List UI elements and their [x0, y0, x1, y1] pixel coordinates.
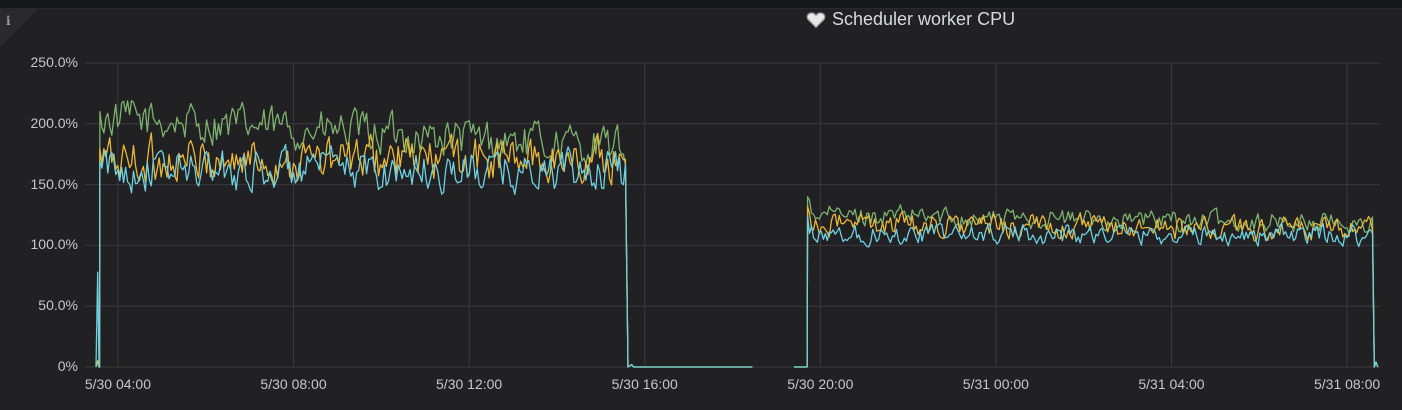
y-tick-label: 250.0%: [30, 54, 78, 70]
y-tick-label: 150.0%: [30, 175, 78, 192]
heart-icon: [806, 11, 826, 28]
series-line-worker-1: [794, 196, 1379, 368]
info-icon[interactable]: i: [6, 14, 11, 28]
x-tick-label: 5/30 12:00: [436, 376, 503, 392]
graph-panel: i: [0, 8, 1402, 410]
series-line-worker-1: [95, 100, 753, 368]
top-strip: [0, 0, 1402, 8]
x-tick-label: 5/30 04:00: [84, 376, 152, 392]
panel-title: Scheduler worker CPU: [832, 9, 1016, 29]
series-line-worker-2: [794, 205, 1379, 368]
x-tick-label: 5/30 08:00: [260, 376, 327, 392]
y-tick-label: 200.0%: [30, 114, 78, 131]
series-line-worker-3: [794, 215, 1379, 368]
chart-series: [95, 100, 1379, 368]
chart-grid: [85, 62, 1380, 368]
x-tick-label: 5/31 04:00: [1138, 376, 1205, 392]
panel-info-corner[interactable]: [0, 9, 38, 47]
y-tick-label: 50.0%: [38, 297, 78, 314]
panel-header[interactable]: Scheduler worker CPU: [806, 9, 1015, 30]
x-tick-label: 5/31 00:00: [962, 376, 1029, 392]
x-tick-label: 5/31 08:00: [1313, 376, 1381, 392]
y-tick-label: 100.0%: [30, 236, 78, 253]
y-tick-label: 0%: [57, 358, 78, 374]
series-line-worker-3: [95, 143, 753, 368]
x-tick-label: 5/30 16:00: [611, 376, 678, 392]
x-tick-label: 5/30 20:00: [787, 376, 854, 392]
